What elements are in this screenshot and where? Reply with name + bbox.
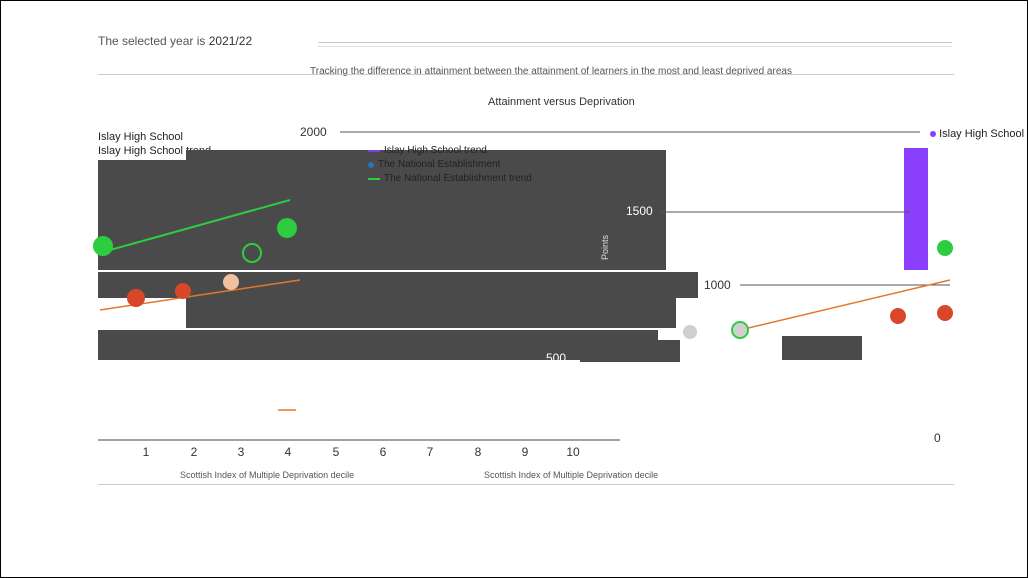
x-tick-6: 6 xyxy=(380,445,387,459)
legend-item-national-trend[interactable]: The National Establishment trend xyxy=(368,172,532,186)
y-tick-1500: 1500 xyxy=(626,204,653,218)
legend-item-national[interactable]: The National Establishment xyxy=(368,158,532,172)
bottom-rule xyxy=(98,484,954,485)
selected-year-value[interactable]: 2021/22 xyxy=(208,34,253,48)
glitch-block-low xyxy=(98,330,658,360)
glitch-block-top xyxy=(186,150,666,270)
right-legend-school[interactable]: Islay High School xyxy=(939,128,1025,140)
glitch-block-right xyxy=(782,336,862,360)
x-tick-2: 2 xyxy=(191,445,198,459)
chart-subtitle: Tracking the difference in attainment be… xyxy=(310,66,792,77)
legend-item-label: Islay High School trend xyxy=(384,145,487,156)
y-tick-500: 500 xyxy=(546,351,566,365)
subtitle-rule xyxy=(98,74,954,75)
legend-box: Islay High School trend The National Est… xyxy=(368,144,532,186)
left-legend: Islay High School Islay High School tren… xyxy=(98,130,211,158)
left-legend-school[interactable]: Islay High School xyxy=(98,131,183,143)
footer-right: Scottish Index of Multiple Deprivation d… xyxy=(484,470,659,480)
y-tick-0: 0 xyxy=(934,431,941,445)
selected-year-text: The selected year is xyxy=(98,34,206,48)
legend-item-school-trend[interactable]: Islay High School trend xyxy=(368,144,532,158)
national-point[interactable] xyxy=(93,236,113,256)
x-tick-9: 9 xyxy=(522,445,529,459)
x-tick-8: 8 xyxy=(475,445,482,459)
line-swatch-icon xyxy=(368,178,380,180)
school-point[interactable] xyxy=(937,305,953,321)
glitch-block-low-right xyxy=(580,340,680,362)
national-point[interactable] xyxy=(731,321,749,339)
glitch-block-mid xyxy=(98,272,698,298)
footer-left: Scottish Index of Multiple Deprivation d… xyxy=(180,470,355,480)
legend-item-label: The National Establishment xyxy=(378,159,501,170)
y-tick-2000: 2000 xyxy=(300,125,327,139)
legend-item-label: The National Establishment trend xyxy=(384,173,532,184)
national-trend-line xyxy=(109,199,291,251)
header-rule xyxy=(318,42,952,47)
y-tick-1000: 1000 xyxy=(704,278,731,292)
x-tick-4: 4 xyxy=(285,445,292,459)
school-point[interactable] xyxy=(175,283,191,299)
purple-bar xyxy=(904,148,928,270)
glitch-block-left xyxy=(98,160,188,270)
right-legend: Islay High School xyxy=(930,128,1024,140)
x-ticks: 1 2 3 4 5 6 7 8 9 10 xyxy=(143,445,580,459)
line-swatch-icon xyxy=(368,150,380,152)
school-point[interactable] xyxy=(890,308,906,324)
x-tick-3: 3 xyxy=(238,445,245,459)
selected-year-label: The selected year is 2021/22 xyxy=(98,34,252,48)
national-point[interactable] xyxy=(242,243,262,263)
national-point[interactable] xyxy=(937,240,953,256)
x-tick-5: 5 xyxy=(333,445,340,459)
left-legend-school-trend[interactable]: Islay High School trend xyxy=(98,145,212,157)
national-point[interactable] xyxy=(277,218,297,238)
chart-title: Attainment versus Deprivation xyxy=(488,96,635,108)
x-tick-10: 10 xyxy=(566,445,580,459)
y-axis-label: Points xyxy=(600,234,610,260)
school-point[interactable] xyxy=(127,289,145,307)
dot-swatch-icon xyxy=(368,162,374,168)
glitch-block-band xyxy=(186,298,676,328)
school-point[interactable] xyxy=(683,325,697,339)
right-legend-dot-icon xyxy=(930,131,936,137)
right-trend-line xyxy=(739,279,951,331)
x-tick-7: 7 xyxy=(427,445,434,459)
school-point[interactable] xyxy=(223,274,239,290)
x-tick-1: 1 xyxy=(143,445,150,459)
